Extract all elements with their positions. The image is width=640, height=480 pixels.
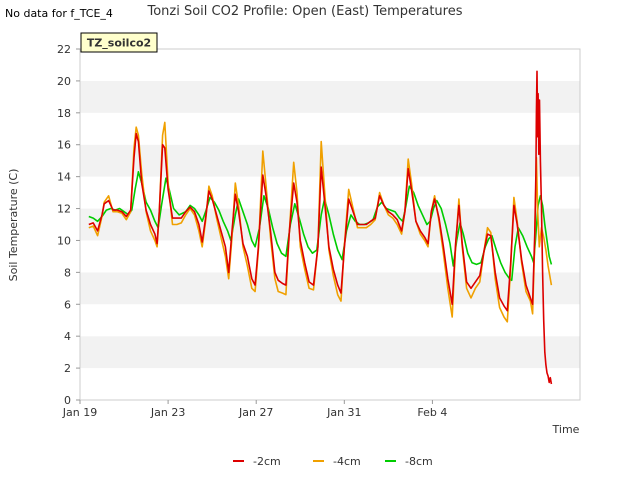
x-tick-label: Jan 27 [238, 406, 273, 419]
y-tick-label: 2 [64, 362, 71, 375]
legend-item: -8cm [385, 455, 433, 468]
grid-band [80, 49, 580, 81]
x-tick-label: Feb 4 [417, 406, 447, 419]
y-tick-label: 22 [57, 43, 71, 56]
grid-band [80, 208, 580, 241]
series-line-minus-2cm [88, 70, 553, 385]
legend-item: -4cm [313, 455, 361, 468]
y-tick-label: 6 [64, 298, 71, 311]
y-tick-label: 12 [57, 203, 71, 216]
y-tick-label: 16 [57, 139, 71, 152]
x-tick-label: Jan 23 [150, 406, 185, 419]
chart-title: Tonzi Soil CO2 Profile: Open (East) Temp… [146, 4, 462, 19]
y-axis-label: Soil Temperature (C) [7, 169, 20, 282]
grid-band [80, 80, 580, 113]
x-tick-label: Jan 19 [62, 406, 97, 419]
site-label: TZ_soilco2 [87, 37, 151, 50]
site-label-box: TZ_soilco2 [80, 32, 158, 53]
plot-background-bands [80, 49, 580, 400]
grid-band [80, 336, 580, 369]
legend-label: -2cm [253, 455, 281, 468]
legend-label: -8cm [405, 455, 433, 468]
y-tick-label: 8 [64, 266, 71, 279]
grid-band [80, 144, 580, 177]
y-tick-label: 14 [57, 171, 71, 184]
legend: -2cm -4cm -8cm [233, 455, 433, 468]
y-axis-ticks: 0 2 4 6 8 10 12 14 16 18 20 22 [57, 43, 80, 407]
grid-band [80, 176, 580, 209]
legend-item: -2cm [233, 455, 281, 468]
y-tick-label: 20 [57, 75, 71, 88]
legend-label: -4cm [333, 455, 361, 468]
y-tick-label: 18 [57, 107, 71, 120]
no-data-note: No data for f_TCE_4 [5, 7, 113, 20]
x-tick-label: Jan 31 [326, 406, 361, 419]
x-axis-label: Time [552, 423, 580, 436]
grid-band [80, 368, 580, 400]
y-tick-label: 4 [64, 330, 71, 343]
plot-area-frame [79, 48, 581, 401]
series-lines [88, 70, 553, 385]
y-tick-label: 0 [64, 394, 71, 407]
y-tick-label: 10 [57, 234, 71, 247]
grid-band [80, 304, 580, 337]
grid-band [80, 272, 580, 305]
grid-band [80, 112, 580, 145]
x-axis-ticks: Jan 19 Jan 23 Jan 27 Jan 31 Feb 4 [62, 400, 447, 419]
